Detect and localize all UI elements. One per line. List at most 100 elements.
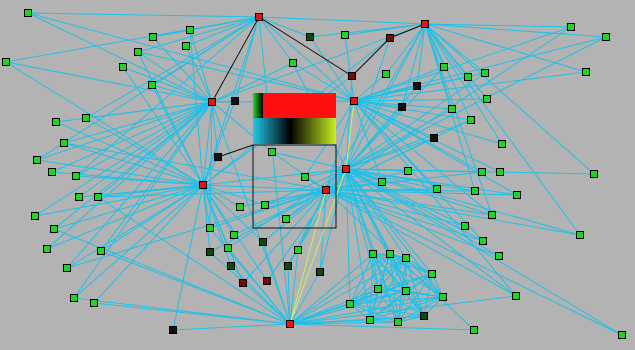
node[interactable]: [366, 316, 374, 324]
node[interactable]: [119, 63, 127, 71]
edge: [401, 23, 426, 108]
node[interactable]: [268, 148, 276, 156]
node[interactable]: [382, 70, 390, 78]
node[interactable]: [236, 203, 244, 211]
node[interactable]: [470, 326, 478, 334]
node[interactable]: [259, 238, 267, 246]
node[interactable]: [348, 72, 356, 80]
node[interactable]: [94, 193, 102, 201]
node[interactable]: [306, 33, 314, 41]
node[interactable]: [227, 262, 235, 270]
node[interactable]: [224, 244, 232, 252]
node[interactable]: [206, 224, 214, 232]
node[interactable]: [60, 139, 68, 147]
node[interactable]: [378, 178, 386, 186]
node[interactable]: [398, 103, 406, 111]
node[interactable]: [72, 172, 80, 180]
node[interactable]: [342, 165, 350, 173]
node[interactable]: [70, 294, 78, 302]
node[interactable]: [301, 173, 309, 181]
node[interactable]: [50, 225, 58, 233]
node[interactable]: [488, 211, 496, 219]
node[interactable]: [483, 95, 491, 103]
node[interactable]: [214, 153, 222, 161]
node[interactable]: [31, 212, 39, 220]
node[interactable]: [350, 97, 358, 105]
node[interactable]: [341, 31, 349, 39]
edge: [344, 23, 426, 36]
node[interactable]: [439, 293, 447, 301]
node[interactable]: [402, 287, 410, 295]
node[interactable]: [479, 237, 487, 245]
node[interactable]: [294, 246, 302, 254]
node[interactable]: [448, 105, 456, 113]
node[interactable]: [471, 187, 479, 195]
node[interactable]: [239, 279, 247, 287]
node[interactable]: [420, 312, 428, 320]
node[interactable]: [263, 277, 271, 285]
node[interactable]: [467, 116, 475, 124]
node[interactable]: [97, 247, 105, 255]
node[interactable]: [430, 134, 438, 142]
node[interactable]: [2, 58, 10, 66]
node[interactable]: [206, 248, 214, 256]
node[interactable]: [421, 20, 429, 28]
node[interactable]: [63, 264, 71, 272]
node[interactable]: [199, 181, 207, 189]
node[interactable]: [231, 97, 239, 105]
node[interactable]: [498, 140, 506, 148]
node[interactable]: [495, 252, 503, 260]
node[interactable]: [440, 63, 448, 71]
node[interactable]: [464, 73, 472, 81]
node[interactable]: [386, 250, 394, 258]
node[interactable]: [433, 185, 441, 193]
node[interactable]: [461, 222, 469, 230]
node[interactable]: [481, 69, 489, 77]
node[interactable]: [289, 59, 297, 67]
node[interactable]: [148, 81, 156, 89]
node[interactable]: [590, 170, 598, 178]
node[interactable]: [52, 118, 60, 126]
node[interactable]: [576, 231, 584, 239]
node[interactable]: [513, 191, 521, 199]
node[interactable]: [404, 167, 412, 175]
node[interactable]: [618, 331, 626, 339]
node[interactable]: [134, 48, 142, 56]
node[interactable]: [496, 168, 504, 176]
node[interactable]: [346, 300, 354, 308]
node[interactable]: [567, 23, 575, 31]
node[interactable]: [413, 82, 421, 90]
node[interactable]: [394, 318, 402, 326]
node[interactable]: [75, 193, 83, 201]
node[interactable]: [186, 26, 194, 34]
node[interactable]: [261, 201, 269, 209]
node[interactable]: [90, 299, 98, 307]
edge: [325, 189, 466, 227]
node[interactable]: [402, 254, 410, 262]
node[interactable]: [282, 215, 290, 223]
node[interactable]: [149, 33, 157, 41]
node[interactable]: [48, 168, 56, 176]
node[interactable]: [208, 98, 216, 106]
node[interactable]: [316, 268, 324, 276]
node[interactable]: [255, 13, 263, 21]
node[interactable]: [386, 34, 394, 42]
node[interactable]: [478, 168, 486, 176]
node[interactable]: [230, 231, 238, 239]
node[interactable]: [182, 42, 190, 50]
node[interactable]: [33, 156, 41, 164]
edge: [345, 137, 435, 170]
node[interactable]: [428, 270, 436, 278]
node[interactable]: [512, 292, 520, 300]
node[interactable]: [82, 114, 90, 122]
node[interactable]: [43, 245, 51, 253]
node[interactable]: [24, 9, 32, 17]
node[interactable]: [284, 262, 292, 270]
node[interactable]: [286, 320, 294, 328]
node[interactable]: [322, 186, 330, 194]
node[interactable]: [602, 33, 610, 41]
node[interactable]: [582, 68, 590, 76]
node[interactable]: [374, 285, 382, 293]
node[interactable]: [369, 250, 377, 258]
node[interactable]: [169, 326, 177, 334]
